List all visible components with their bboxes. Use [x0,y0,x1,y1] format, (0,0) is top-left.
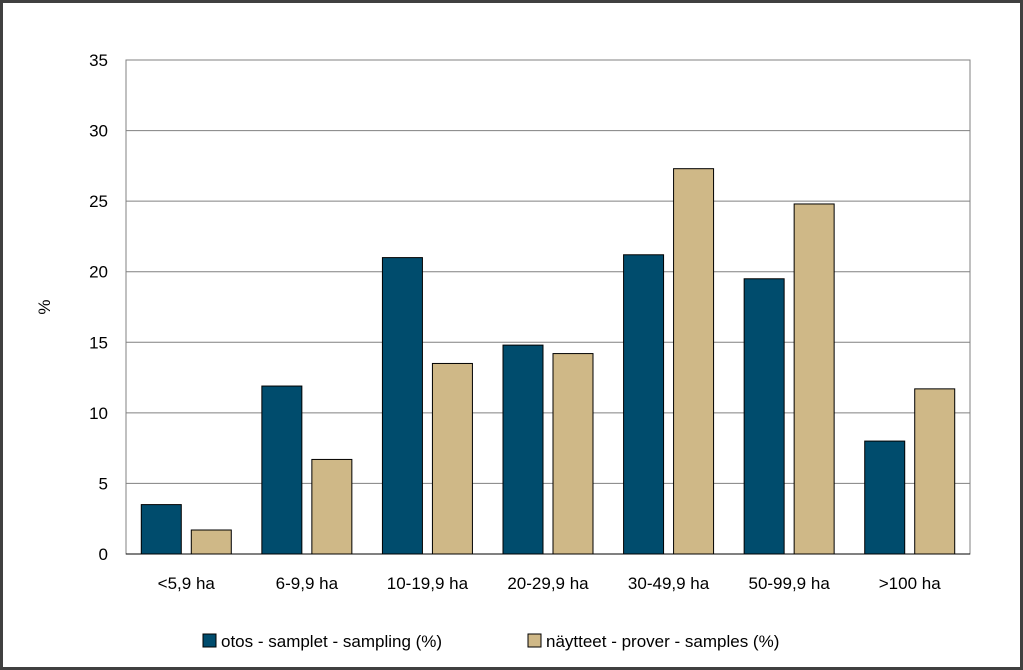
bar-series-1 [261,385,303,555]
x-tick-label: 30-49,9 ha [628,574,710,593]
bar-series-2 [673,168,715,555]
legend-swatch [527,633,542,648]
plot-area [125,59,971,555]
x-tick-label: 6-9,9 ha [276,574,339,593]
y-tick-label: 10 [89,404,108,423]
legend: otos - samplet - sampling (%) näytteet - … [202,632,779,651]
x-tick-label: 50-99,9 ha [748,574,830,593]
y-tick-label: 30 [89,122,108,141]
bar-series-1 [623,254,665,555]
legend-swatch [202,633,217,648]
bar-series-1 [381,257,423,555]
bar-series-1 [864,440,906,555]
y-tick-label: 15 [89,333,108,352]
bar-series-2 [552,353,594,555]
bar-series-2 [311,458,353,555]
y-tick-label: 0 [99,545,108,564]
bar-series-2 [431,362,473,555]
bar-series-2 [914,388,956,555]
y-axis-ticks: 0 5 10 15 20 25 30 35 [89,51,108,564]
bar-series-1 [140,504,182,555]
x-axis-ticks: <5,9 ha 6-9,9 ha 10-19,9 ha 20-29,9 ha 30-49… [158,574,942,593]
legend-label: näytteet - prover - samples (%) [546,632,779,651]
bar-series-1 [502,344,544,555]
legend-label: otos - samplet - sampling (%) [221,632,442,651]
x-tick-label: >100 ha [879,574,941,593]
y-axis-title: % [35,299,54,314]
y-tick-label: 35 [89,51,108,70]
x-tick-label: 20-29,9 ha [507,574,589,593]
x-tick-label: <5,9 ha [158,574,216,593]
bars [140,168,956,555]
y-tick-label: 20 [89,263,108,282]
y-tick-label: 5 [99,474,108,493]
bar-series-2 [793,203,835,555]
bar-series-1 [743,278,785,555]
y-tick-label: 25 [89,192,108,211]
bar-series-2 [190,529,232,555]
x-tick-label: 10-19,9 ha [387,574,469,593]
